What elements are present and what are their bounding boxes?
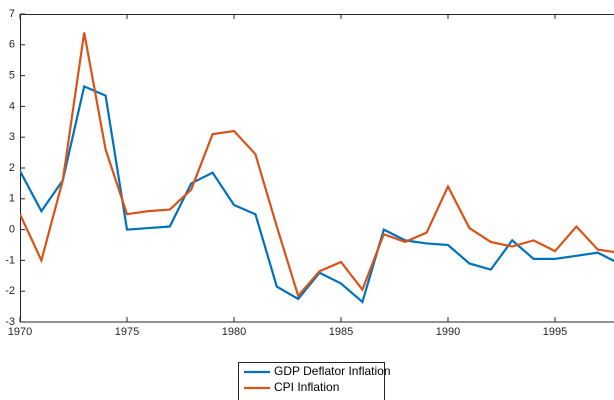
legend: GDP Deflator Inflation CPI Inflation	[238, 362, 391, 400]
y-tick-label: -1	[5, 254, 15, 266]
x-tick-label: 1985	[329, 326, 353, 338]
y-tick-label: 0	[9, 224, 15, 236]
y-tick-label: 2	[9, 162, 15, 174]
x-tick-label: 1980	[222, 326, 246, 338]
y-tick-label: 4	[9, 100, 15, 112]
legend-label: CPI Inflation	[274, 380, 339, 394]
y-tick-label: -2	[5, 285, 15, 297]
x-tick-label: 1990	[436, 326, 460, 338]
legend-label: GDP Deflator Inflation	[274, 364, 391, 378]
y-tick-label: 6	[9, 39, 15, 51]
legend-box	[238, 362, 385, 400]
series-line	[20, 84, 614, 304]
plot-lines	[20, 32, 614, 304]
y-tick-label: 5	[9, 70, 15, 82]
x-tick-label: 1970	[8, 326, 32, 338]
y-tick-label: 7	[9, 8, 15, 20]
y-tick-label: -3	[5, 316, 15, 328]
y-tick-label: 1	[9, 193, 15, 205]
x-tick-label: 1975	[115, 326, 139, 338]
x-tick-label: 1995	[543, 326, 567, 338]
series-line	[20, 32, 614, 299]
y-tick-label: 3	[9, 131, 15, 143]
